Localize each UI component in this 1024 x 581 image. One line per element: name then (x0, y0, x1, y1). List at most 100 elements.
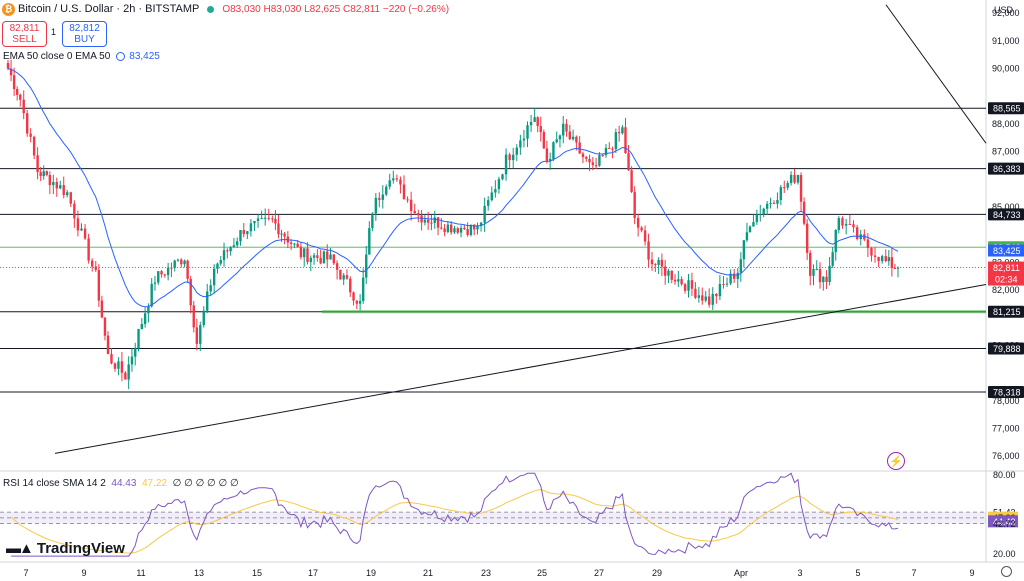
symbol-title[interactable]: Bitcoin / U.S. Dollar · 2h · BITSTAMP (18, 3, 200, 15)
settings-icon[interactable] (1001, 566, 1012, 577)
candle-body (591, 162, 595, 166)
candle-body (463, 227, 466, 230)
candle-body (896, 267, 900, 269)
candle-body (371, 213, 374, 229)
candle-body (542, 132, 546, 149)
price-axis[interactable]: 76,00077,00078,00080,00082,00083,00085,0… (988, 8, 1024, 559)
candle-body (212, 268, 216, 286)
rsi-sma-line[interactable] (10, 489, 899, 554)
candle-body (673, 279, 677, 282)
tradingview-logo-icon: ▬▲ (6, 540, 34, 557)
currency-label[interactable]: USD (994, 5, 1014, 15)
buy-button[interactable]: 82,812 BUY (62, 21, 107, 47)
candle-body (657, 259, 660, 265)
candle-body (42, 171, 45, 176)
sell-label: SELL (12, 34, 37, 45)
level-tag-label: 88,565 (993, 104, 1021, 114)
candle-body (189, 278, 192, 306)
candle-body (844, 223, 848, 226)
candle-body (469, 224, 473, 235)
candle-body (585, 157, 588, 159)
candle-body (732, 273, 736, 279)
candle-body (725, 283, 729, 285)
candle-body (280, 233, 283, 235)
ema-settings-icon[interactable] (116, 52, 126, 61)
candle-body (828, 265, 831, 282)
candle-body (267, 217, 270, 219)
rsi-line[interactable] (11, 472, 899, 557)
candle-body (206, 291, 209, 311)
candle-body (604, 147, 608, 156)
candle-body (680, 279, 683, 285)
candle-body (239, 230, 242, 242)
candle-body (36, 155, 39, 173)
candle-body (293, 243, 296, 245)
candle-body (742, 240, 746, 260)
ema-legend[interactable]: EMA 50 close 0 EMA 50 83,425 (3, 51, 160, 62)
candle-body (694, 288, 697, 298)
candle-body (621, 127, 624, 134)
time-tick-label: 15 (252, 568, 262, 578)
candle-body (120, 361, 124, 373)
candle-body (316, 255, 319, 258)
time-tick-label: 7 (911, 568, 916, 578)
buy-price: 82,812 (69, 23, 100, 34)
support-zone[interactable] (322, 310, 986, 314)
lightning-icon[interactable]: ⚡ (887, 452, 905, 470)
rsi-plot-area[interactable] (0, 472, 986, 557)
candle-body (106, 335, 110, 355)
candle-body (508, 154, 511, 161)
rsi-tick-label: 42.72 (993, 519, 1016, 529)
candle-body (562, 123, 565, 136)
candle-body (852, 224, 855, 228)
candle-body (413, 211, 416, 214)
candle-body (887, 257, 891, 262)
bitcoin-icon: ₿ (2, 2, 15, 16)
trendline[interactable] (54, 283, 987, 454)
rsi-legend[interactable]: RSI 14 close SMA 14 2 44.43 47.22 ∅ ∅ ∅ … (3, 478, 239, 489)
ohlc-close: C82,811 (343, 3, 381, 15)
time-tick-label: 21 (423, 568, 433, 578)
candle-body (52, 182, 55, 186)
candle-body (209, 285, 212, 292)
candle-body (722, 284, 725, 286)
candle-body (476, 225, 479, 230)
candle-body (772, 202, 776, 204)
sell-button[interactable]: 82,811 SELL (2, 21, 47, 47)
time-tick-label: 11 (136, 568, 145, 578)
time-tick-label: Apr (734, 568, 748, 578)
candle-body (704, 296, 707, 301)
candle-body (598, 154, 601, 166)
candle-body (440, 227, 443, 229)
candle-body (219, 260, 222, 264)
candle-body (378, 197, 381, 200)
level-tag-label: 86,383 (993, 164, 1021, 174)
candle-body (449, 224, 453, 233)
candle-body (522, 138, 526, 141)
candle-body (822, 276, 825, 283)
candle-body (483, 205, 486, 223)
price-tick-label: 87,000 (992, 147, 1020, 157)
candle-body (769, 202, 772, 204)
candle-body (186, 260, 189, 279)
candle-body (59, 185, 62, 189)
candle-body (776, 199, 779, 204)
price-plot-area[interactable] (0, 0, 1024, 563)
price-tick-label: 92,000 (992, 8, 1020, 18)
tradingview-logo[interactable]: ▬▲ TradingView (6, 540, 125, 557)
candle-body (166, 267, 170, 276)
candle-body (640, 227, 643, 231)
candle-body (783, 187, 786, 189)
candle-body (558, 135, 562, 140)
ema-line[interactable] (7, 68, 899, 308)
candle-body (264, 217, 267, 219)
trendline[interactable] (885, 4, 987, 144)
ema-tag-label: 83,425 (993, 246, 1021, 256)
symbol-header[interactable]: ₿ Bitcoin / U.S. Dollar · 2h · BITSTAMP … (0, 0, 449, 18)
candle-body (880, 256, 884, 262)
candle-body (195, 327, 199, 344)
time-axis[interactable]: 7 9 11 13 15 17 19 21 23 25 27 29 Apr 3 5 7 9 (23, 568, 974, 578)
candle-body (76, 218, 80, 231)
candle-body (707, 296, 711, 305)
